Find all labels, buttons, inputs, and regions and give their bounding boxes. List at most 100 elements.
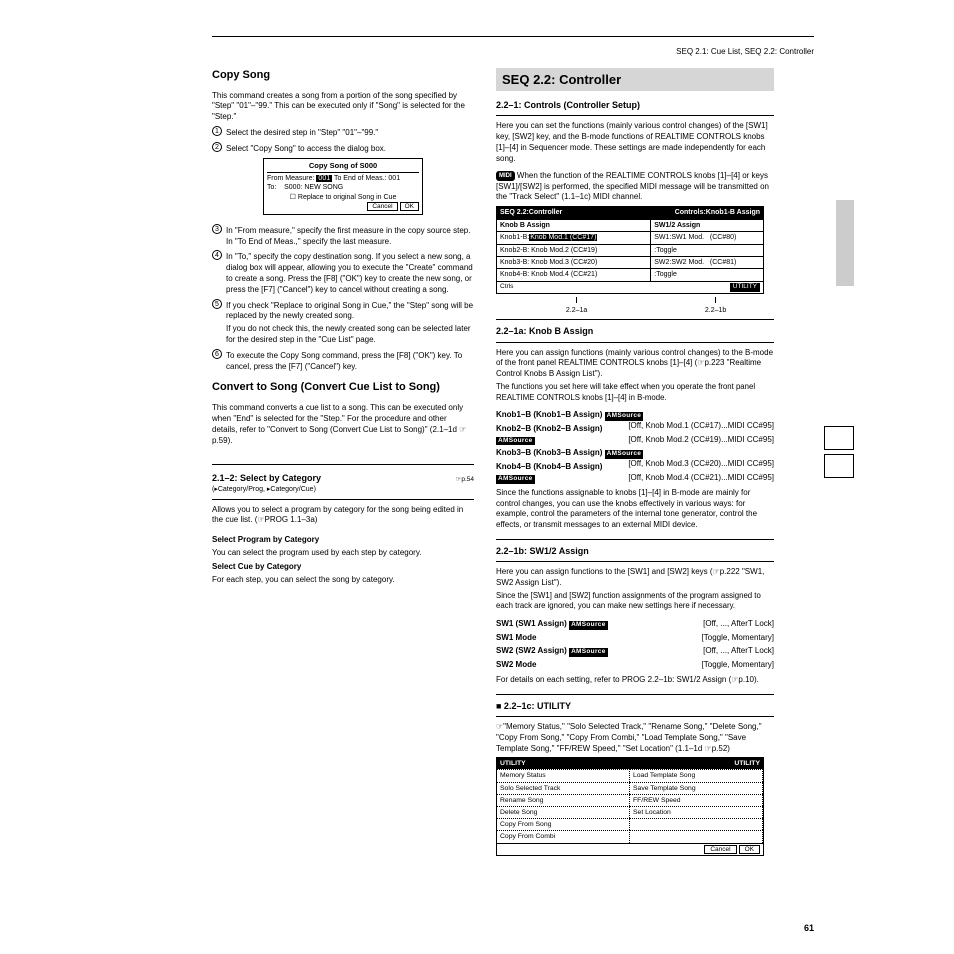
ams-badge: AMSource [605, 450, 644, 459]
page-number: 61 [804, 922, 814, 934]
lcd-title-l: SEQ 2.2:Controller [500, 208, 562, 217]
knob-params: Knob1–B (Knob1–B Assign) AMSource[Off, K… [496, 407, 774, 484]
step-2: 2 Select "Copy Song" to access the dialog… [212, 142, 474, 155]
lcd-title-r: Controls:Knob1-B Assign [675, 208, 760, 217]
main-columns: Copy Song This command creates a song fr… [212, 68, 814, 856]
controller-lcd: SEQ 2.2:Controller Controls:Knob1-B Assig… [496, 206, 764, 293]
section-band-controller: SEQ 2.2: Controller [496, 68, 774, 92]
um-r1c0[interactable]: Solo Selected Track [497, 782, 630, 794]
um-r2c1[interactable]: FF/REW Speed [630, 794, 763, 806]
utility-head: ■ 2.2–1c: UTILITY [496, 698, 774, 712]
step-num-3: 3 [212, 224, 222, 234]
convert-desc: This command converts a cue list to a so… [212, 403, 474, 446]
dlg-ok[interactable]: OK [400, 202, 419, 211]
side-tab-a [824, 426, 854, 450]
dlg-from-val: 001 [316, 175, 332, 182]
sec-212-desc: Allows you to select a program by catego… [212, 505, 474, 527]
um-r5c1 [630, 830, 763, 842]
ams-badge: AMSource [496, 475, 535, 484]
um-r4c0[interactable]: Copy From Song [497, 818, 630, 830]
p221-desc: Here you can set the functions (mainly v… [496, 121, 774, 164]
dlg-line2: To: S000: NEW SONG [267, 183, 419, 192]
sw1-label: SW1 (SW1 Assign) [496, 619, 567, 628]
sw2-range: [Off, ..., AfterT Lock] [703, 646, 774, 657]
knob1-label: Knob1–B (Knob1–B Assign) [496, 410, 602, 419]
sw2mode-range: [Toggle, Momentary] [702, 660, 774, 671]
dlg-check: ☐ Replace to original Song in Cue [267, 193, 419, 202]
knob-assign-note: The functions you set here will take eff… [496, 382, 774, 403]
page-header-path: SEQ 2.1: Cue List, SEQ 2.2: Controller [212, 47, 814, 58]
sw1-range: [Off, ..., AfterT Lock] [703, 619, 774, 630]
step-num-4: 4 [212, 250, 222, 260]
lcd-knob2: Knob2-B: Knob Mod.2 (CC#19) [497, 245, 651, 256]
step-num-1: 1 [212, 126, 222, 136]
sec-212-s1d: You can select the program used by each … [212, 548, 474, 559]
lcd-foot-ctrls[interactable]: Ctrls [500, 283, 513, 292]
p221-title: 2.2–1: Controls (Controller Setup) [496, 97, 774, 111]
copy-song-dialog: Copy Song of S000 From Measure: 001 To E… [263, 158, 423, 215]
convert-title: Convert to Song (Convert Cue List to Son… [212, 380, 474, 395]
sw2mode-label: SW2 Mode [496, 660, 536, 669]
lcd-sw2: SW2:SW2 Mod. (CC#81) [651, 257, 763, 268]
sw-assign-desc: Here you can assign functions to the [SW… [496, 567, 774, 589]
knob-assign-after: Since the functions assignable to knobs … [496, 488, 774, 531]
sw-params: SW1 (SW1 Assign) AMSource [Off, ..., Afte… [496, 616, 774, 671]
um-r3c1[interactable]: Set Location [630, 806, 763, 818]
step-6-text: To execute the Copy Song command, press … [226, 351, 474, 373]
knob3-range: [Off, Knob Mod.3 (CC#20)...MIDI CC#95] [628, 459, 774, 470]
step-5a-text: If you check "Replace to original Song i… [226, 301, 474, 323]
um-cancel[interactable]: Cancel [704, 845, 736, 854]
copy-song-desc: This command creates a song from a porti… [212, 91, 474, 123]
side-tab-b [824, 454, 854, 478]
step-num-2: 2 [212, 142, 222, 152]
knob-assign-desc: Here you can assign functions (mainly va… [496, 348, 774, 380]
um-r2c0[interactable]: Rename Song [497, 794, 630, 806]
left-column: Copy Song This command creates a song fr… [212, 68, 474, 856]
dlg-line1: From Measure: 001 To End of Meas.: 001 [267, 174, 419, 183]
um-r0c1[interactable]: Load Template Song [630, 769, 763, 781]
lcd-sw1: SW1:SW1 Mod. (CC#80) [651, 232, 763, 243]
step-4-text: In "To," specify the copy destination so… [226, 252, 474, 295]
lcd-sw2t: :Toggle [651, 269, 763, 280]
um-r0c0[interactable]: Memory Status [497, 769, 630, 781]
sec-212-hint: (▸Category/Prog, ▸Category/Cue) [212, 485, 474, 494]
step-1: 1Select the desired step in "Step" "01"–… [212, 126, 474, 139]
step-num-5: 5 [212, 299, 222, 309]
ams-badge: AMSource [605, 412, 644, 421]
dlg-title: Copy Song of S000 [267, 161, 419, 171]
step-5: 5 If you check "Replace to original Song … [212, 299, 474, 323]
knob2-range: [Off, Knob Mod.2 (CC#19)...MIDI CC#95] [628, 435, 774, 446]
sw1mode-label: SW1 Mode [496, 633, 536, 642]
sw-assign-head: 2.2–1b: SW1/2 Assign [496, 543, 774, 557]
um-r4c1 [630, 818, 763, 830]
lcd-knob4: Knob4-B: Knob Mod.4 (CC#21) [497, 269, 651, 280]
dlg-cancel[interactable]: Cancel [367, 202, 397, 211]
sec-212-title: 2.1–2: Select by Category [212, 472, 321, 484]
utility-menu: UTILITYUTILITY Memory StatusLoad Templat… [496, 757, 764, 856]
sec-212-s2d: For each step, you can select the song b… [212, 575, 474, 586]
dlg-buttons: CancelOK [267, 202, 419, 212]
step-4: 4 In "To," specify the copy destination s… [212, 250, 474, 295]
lcd-knob1: Knob1-B:Knob Mod.1 (CC#17) [497, 232, 651, 243]
top-rule [212, 36, 814, 37]
ams-badge: AMSource [496, 437, 535, 446]
um-ok[interactable]: OK [739, 845, 760, 854]
step-2-text: Select "Copy Song" to access the dialog … [226, 144, 386, 155]
ams-badge: AMSource [569, 621, 608, 630]
step-5b-text: If you do not check this, the newly crea… [226, 324, 474, 346]
sw1mode-range: [Toggle, Momentary] [702, 633, 774, 644]
knob4-label: Knob4–B (Knob4–B Assign) [496, 462, 602, 471]
knob1-range: [Off, Knob Mod.1 (CC#17)...MIDI CC#95] [628, 421, 774, 432]
knob2-label: Knob2–B (Knob2–B Assign) [496, 424, 602, 433]
um-r1c1[interactable]: Save Template Song [630, 782, 763, 794]
um-r5c0[interactable]: Copy From Combi [497, 830, 630, 842]
side-tab-gray [836, 200, 854, 286]
knob-assign-head: 2.2–1a: Knob B Assign [496, 323, 774, 337]
step-3: 3 In "From measure," specify the first me… [212, 224, 474, 248]
ams-badge: AMSource [569, 648, 608, 657]
p221-midi: MIDI When the function of the REALTIME C… [496, 171, 774, 204]
step-3-text: In "From measure," specify the first mea… [226, 226, 474, 248]
um-r3c0[interactable]: Delete Song [497, 806, 630, 818]
lcd-foot-utility[interactable]: UTILITY [730, 283, 760, 292]
step-6: 6To execute the Copy Song command, press… [212, 349, 474, 373]
